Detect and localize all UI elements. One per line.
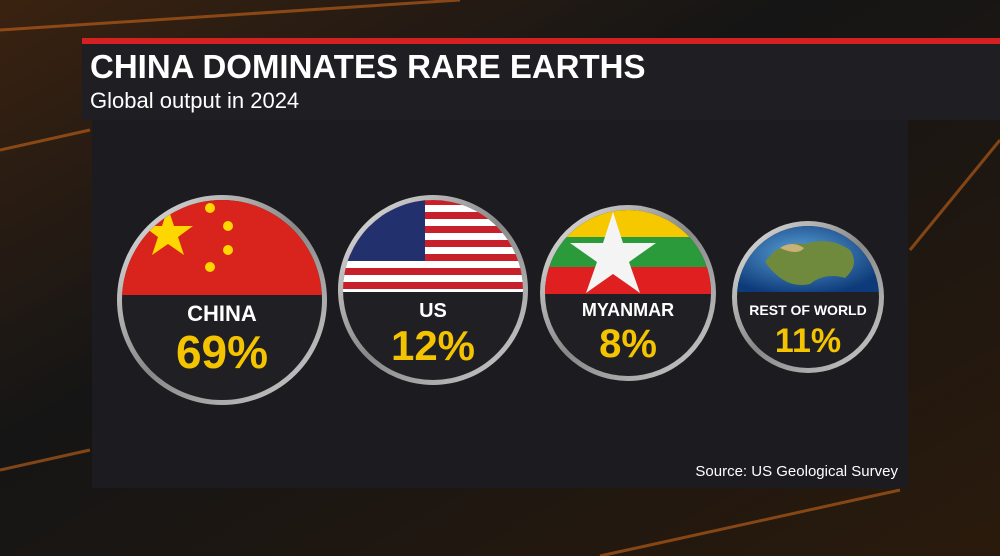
subtitle: Global output in 2024 bbox=[90, 88, 299, 113]
accent-bar bbox=[82, 38, 1000, 44]
china-badge: CHINA 69% bbox=[117, 195, 327, 405]
header-panel bbox=[82, 44, 1000, 120]
value: 69% bbox=[176, 326, 268, 378]
value: 8% bbox=[599, 322, 657, 366]
label: US bbox=[419, 300, 447, 322]
value: 11% bbox=[775, 322, 841, 360]
myanmar-badge: MYANMAR 8% bbox=[540, 205, 716, 381]
title: CHINA DOMINATES RARE EARTHS bbox=[90, 48, 646, 85]
source: Source: US Geological Survey bbox=[695, 463, 898, 480]
label: MYANMAR bbox=[582, 300, 674, 320]
label: REST OF WORLD bbox=[749, 302, 866, 318]
label: CHINA bbox=[187, 301, 257, 326]
rest-of-world-badge: REST OF WORLD 11% bbox=[732, 221, 884, 373]
value: 12% bbox=[391, 322, 475, 369]
